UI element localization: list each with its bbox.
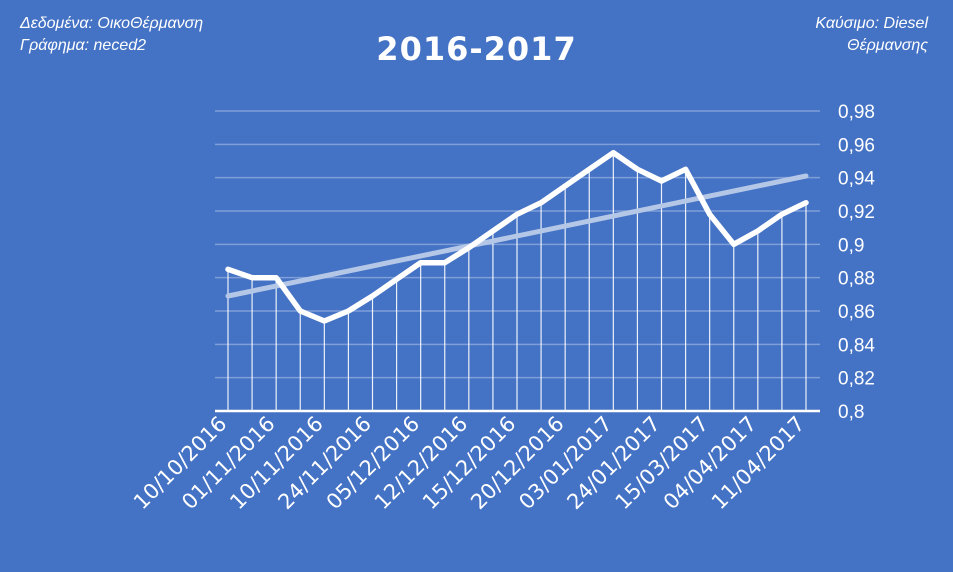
data-point <box>274 276 278 279</box>
data-point <box>491 229 495 233</box>
source-line: Δεδομένα: ΟικοΘέρμανση <box>20 15 204 32</box>
x-axis-ticks: 10/10/201601/11/201610/11/201624/11/2016… <box>129 412 810 515</box>
data-point <box>780 213 784 216</box>
y-tick-label: 0,96 <box>838 135 875 156</box>
source-caption: Δεδομένα: ΟικοΘέρμανση Γράφημα: neced2 <box>20 13 203 57</box>
chart-title: 2016-2017 <box>376 30 577 68</box>
y-tick-label: 0,9 <box>838 235 864 256</box>
data-point <box>539 201 543 204</box>
drop-lines <box>227 152 807 411</box>
data-point <box>347 309 350 313</box>
series-layer <box>225 149 809 324</box>
data-point <box>708 213 711 216</box>
data-point <box>419 261 422 264</box>
data-point <box>226 268 230 271</box>
y-tick-label: 0,94 <box>838 169 875 190</box>
y-tick-label: 0,98 <box>838 102 875 123</box>
data-point <box>588 168 591 171</box>
data-point <box>467 246 471 249</box>
y-tick-label: 0,92 <box>838 202 875 223</box>
data-point <box>660 179 663 183</box>
y-tick-label: 0,8 <box>838 402 864 423</box>
fuel-line: Καύσιμο: Diesel <box>815 15 928 32</box>
y-tick-label: 0,82 <box>838 369 875 390</box>
data-point <box>371 294 374 298</box>
data-point <box>684 168 687 171</box>
data-point <box>732 243 735 246</box>
data-point <box>515 213 519 216</box>
data-point <box>563 184 567 188</box>
data-point <box>250 276 254 279</box>
data-point <box>395 278 398 281</box>
y-tick-label: 0,88 <box>838 269 875 290</box>
data-point <box>636 168 639 171</box>
data-point <box>323 319 326 323</box>
trendline <box>225 173 809 299</box>
data-point <box>299 309 302 313</box>
chart-id-line: Γράφημα: neced2 <box>20 37 147 54</box>
data-point <box>804 201 808 204</box>
data-point <box>756 229 760 233</box>
fuel-caption: Καύσιμο: Diesel Θέρμανσης <box>815 13 928 57</box>
y-tick-label: 0,86 <box>838 302 875 323</box>
data-point <box>443 261 446 264</box>
y-axis-ticks: 0,8 0,82 0,84 0,86 0,88 0,9 0,92 0,94 0,96 0,98 <box>838 102 875 423</box>
data-point <box>612 151 615 154</box>
fuel-line-2: Θέρμανσης <box>847 37 928 54</box>
y-tick-label: 0,84 <box>838 335 875 356</box>
trendline-layer <box>225 173 809 299</box>
